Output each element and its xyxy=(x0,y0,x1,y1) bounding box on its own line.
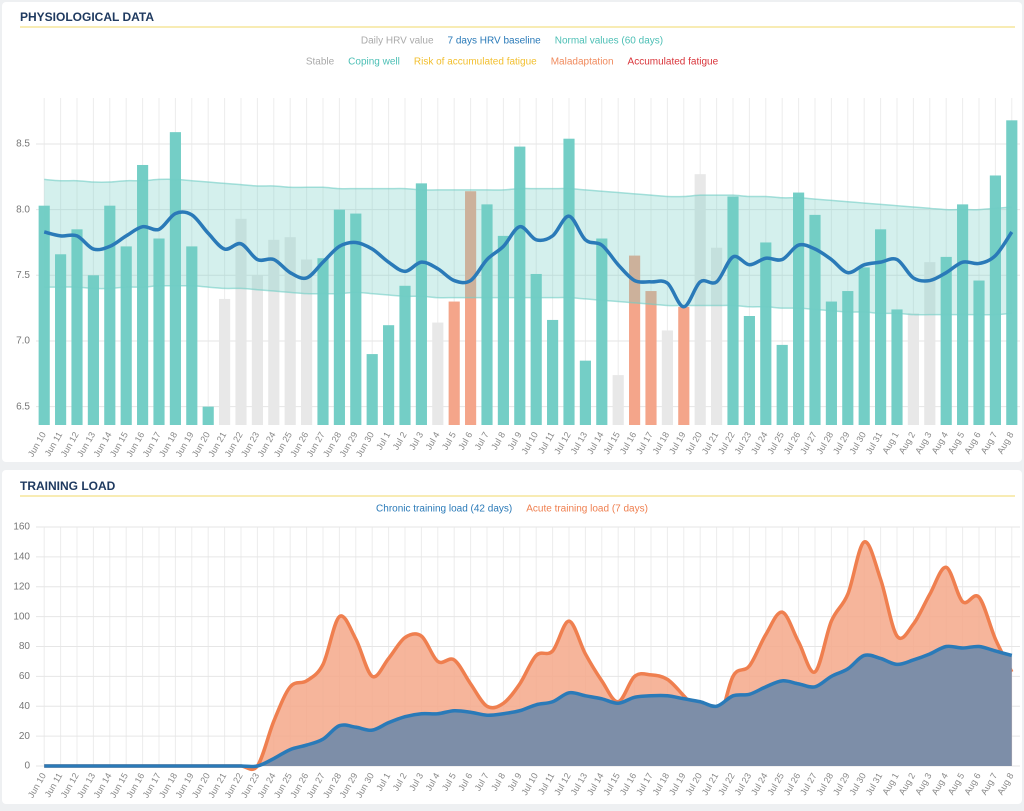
bar xyxy=(678,306,690,425)
bar xyxy=(547,319,559,425)
bar xyxy=(465,191,477,425)
bar xyxy=(399,285,411,425)
bar xyxy=(333,209,345,425)
y-tick-label: 80 xyxy=(19,641,31,652)
bar xyxy=(55,254,67,425)
bar xyxy=(875,229,887,425)
bar xyxy=(87,275,99,425)
bar xyxy=(727,196,739,425)
bar xyxy=(989,175,1001,425)
area xyxy=(44,646,1012,767)
bar xyxy=(38,205,50,425)
bar xyxy=(530,273,542,425)
bar xyxy=(153,238,165,425)
bar xyxy=(137,164,149,426)
y-tick-label: 100 xyxy=(13,611,30,622)
bar xyxy=(1006,120,1018,425)
baseline-line xyxy=(43,210,1014,309)
bar xyxy=(858,267,870,425)
y-tick-label: 20 xyxy=(19,731,31,742)
bar xyxy=(202,406,214,425)
legend-entry: Maladaptation xyxy=(551,57,614,68)
bar xyxy=(514,146,526,425)
bar xyxy=(284,237,296,425)
bar xyxy=(711,247,723,425)
bar xyxy=(350,213,362,425)
normal-band-edge xyxy=(44,284,1012,316)
y-tick-label: 7.5 xyxy=(16,270,30,281)
bar xyxy=(842,291,854,425)
line xyxy=(44,644,1013,769)
y-tick-label: 40 xyxy=(19,701,31,712)
bar xyxy=(809,214,821,425)
y-tick-label: 8.0 xyxy=(16,204,30,215)
bar xyxy=(694,174,706,425)
bar xyxy=(169,132,181,425)
bar xyxy=(891,309,903,425)
bar xyxy=(563,138,575,425)
bar xyxy=(497,235,509,425)
y-tick-label: 160 xyxy=(13,522,30,533)
bar xyxy=(596,238,608,425)
legend-entry: Normal values (60 days) xyxy=(555,36,663,47)
bar xyxy=(186,246,198,425)
bar xyxy=(120,246,132,425)
bar xyxy=(235,218,247,425)
y-tick-label: 60 xyxy=(19,671,31,682)
bar xyxy=(219,298,231,425)
bar xyxy=(104,205,116,425)
y-tick-label: 8.5 xyxy=(16,139,30,150)
bar xyxy=(415,183,427,425)
bar xyxy=(760,242,772,425)
bar xyxy=(924,262,936,425)
legend-entry: Risk of accumulated fatigue xyxy=(414,57,537,68)
bar xyxy=(743,316,755,425)
legend-entry: Stable xyxy=(306,57,335,68)
legend-entry: Accumulated fatigue xyxy=(628,57,719,68)
chart-title: PHYSIOLOGICAL DATA xyxy=(20,10,154,24)
bar xyxy=(317,258,329,425)
bar xyxy=(383,325,395,425)
bar xyxy=(71,229,83,425)
bar xyxy=(268,239,280,425)
bar xyxy=(776,344,788,425)
bar xyxy=(612,375,624,425)
bar xyxy=(629,255,641,425)
bar xyxy=(448,301,460,425)
bar xyxy=(940,256,952,425)
bar xyxy=(907,313,919,425)
legend-entry: Acute training load (7 days) xyxy=(526,504,648,515)
bar xyxy=(481,204,493,425)
y-tick-label: 6.5 xyxy=(16,401,30,412)
bar xyxy=(825,301,837,425)
bar xyxy=(366,354,378,425)
bar xyxy=(661,330,673,425)
y-tick-label: 0 xyxy=(24,761,30,772)
bar xyxy=(973,280,985,425)
normal-band-edge xyxy=(44,178,1012,211)
bar xyxy=(301,259,313,425)
legend-entry: Chronic training load (42 days) xyxy=(376,504,512,515)
y-tick-label: 120 xyxy=(13,581,30,592)
y-tick-label: 140 xyxy=(13,552,30,563)
y-tick-label: 7.0 xyxy=(16,336,30,347)
legend-entry: 7 days HRV baseline xyxy=(448,36,542,47)
bar xyxy=(645,291,657,425)
chart-title: TRAINING LOAD xyxy=(20,479,116,493)
bar xyxy=(251,275,263,425)
normal-band xyxy=(44,179,1012,315)
legend-entry: Daily HRV value xyxy=(361,36,434,47)
legend-entry: Coping well xyxy=(348,57,400,68)
bar xyxy=(579,360,591,425)
bar xyxy=(432,322,444,425)
